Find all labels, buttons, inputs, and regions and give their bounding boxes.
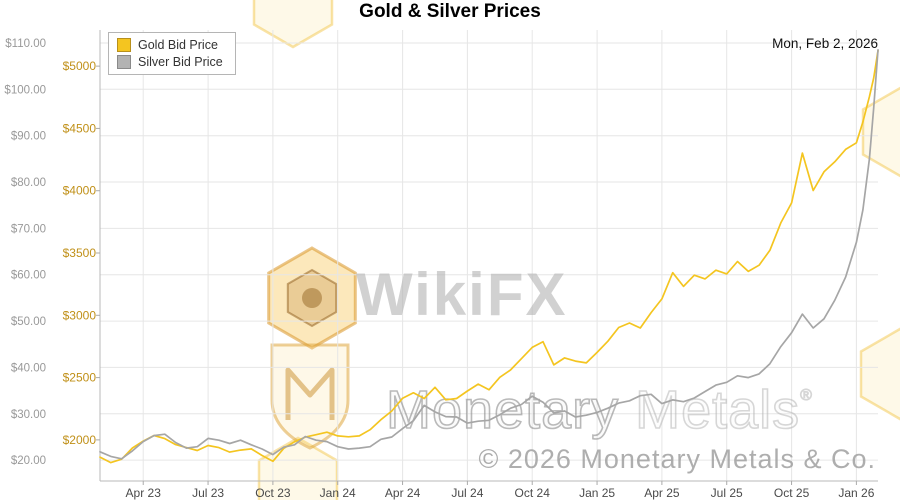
silver-axis-label: $100.00 xyxy=(4,84,46,96)
gold-axis-label: $5000 xyxy=(63,59,97,73)
x-axis-label: Jan 25 xyxy=(579,486,615,500)
chart-title: Gold & Silver Prices xyxy=(359,1,541,22)
gold-series-swatch-icon xyxy=(117,38,131,52)
silver-axis-label: $80.00 xyxy=(11,177,46,189)
x-axis-label: Jul 23 xyxy=(192,486,224,500)
silver-axis-label: $110.00 xyxy=(5,38,46,50)
x-axis-label: Jul 24 xyxy=(451,486,483,500)
legend-label: Silver Bid Price xyxy=(138,55,223,69)
x-axis-label: Jan 26 xyxy=(838,486,874,500)
silver-axis-label: $20.00 xyxy=(11,455,46,467)
x-axis-label: Oct 24 xyxy=(515,486,551,500)
silver-axis-label: $90.00 xyxy=(11,131,46,143)
x-axis-label: Jul 25 xyxy=(711,486,743,500)
silver-series-swatch-icon xyxy=(117,55,131,69)
legend-label: Gold Bid Price xyxy=(138,38,218,52)
legend-item-gold[interactable]: Gold Bid Price xyxy=(117,38,223,52)
x-axis-label: Jan 24 xyxy=(320,486,356,500)
silver-axis-label: $40.00 xyxy=(11,362,46,374)
x-axis-label: Oct 23 xyxy=(255,486,291,500)
x-axis-label: Apr 24 xyxy=(385,486,421,500)
silver-axis-label: $50.00 xyxy=(11,316,46,328)
legend-item-silver[interactable]: Silver Bid Price xyxy=(117,55,223,69)
gold-axis-label: $2000 xyxy=(63,433,97,447)
gold-axis-label: $2500 xyxy=(63,371,97,385)
chart-legend: Gold Bid Price Silver Bid Price xyxy=(108,32,236,75)
gold-axis-label: $4000 xyxy=(63,184,97,198)
silver-axis-label: $70.00 xyxy=(11,223,46,235)
x-axis-label: Apr 25 xyxy=(644,486,680,500)
silver-axis-label: $60.00 xyxy=(11,270,46,282)
gold-axis-label: $4500 xyxy=(63,121,97,135)
silver-axis-label: $30.00 xyxy=(11,409,46,421)
chart-date-label: Mon, Feb 2, 2026 xyxy=(772,36,878,51)
gold-axis-label: $3000 xyxy=(63,308,97,322)
x-axis-label: Oct 25 xyxy=(774,486,810,500)
gold-axis-label: $3500 xyxy=(63,246,97,260)
x-axis-label: Apr 23 xyxy=(126,486,162,500)
